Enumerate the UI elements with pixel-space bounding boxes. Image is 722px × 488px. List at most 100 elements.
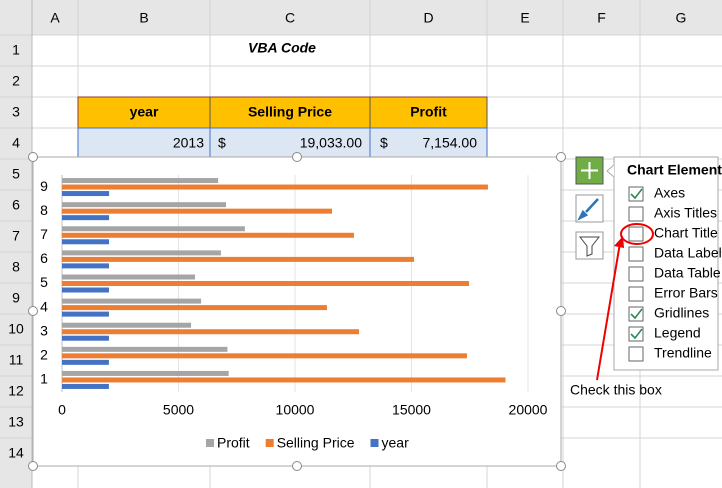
bar [62,298,202,304]
bar [62,377,506,383]
checkbox[interactable] [628,346,644,362]
y-tick-label: 9 [40,178,48,194]
row-header: 6 [12,197,20,213]
y-tick-label: 7 [40,226,48,242]
table-header-cell: Profit [410,104,447,120]
row-header: 3 [12,104,20,120]
column-header: C [285,10,295,26]
x-tick-label: 15000 [392,402,431,418]
column-header: E [520,10,529,26]
table-cell: $ [218,135,226,151]
checkbox[interactable] [628,326,644,342]
column-header: F [597,10,606,26]
check-mark [630,308,643,320]
resize-handle [556,152,566,162]
table-cell: 2013 [173,135,204,151]
x-tick-label: 5000 [163,402,194,418]
checkbox[interactable] [628,266,644,282]
column-header: D [423,10,433,26]
bar [62,256,415,262]
bar [62,215,110,221]
y-tick-label: 2 [40,347,48,363]
panel-title: Chart Elements [627,162,722,178]
legend-swatch [206,439,214,447]
y-tick-label: 1 [40,371,48,387]
checkbox[interactable] [628,186,644,202]
row-header: 1 [12,42,20,58]
resize-handle [556,306,566,316]
bar [62,178,219,184]
legend-label: Profit [217,435,250,451]
checkbox[interactable] [628,226,644,242]
bar [62,359,109,365]
bar [62,383,109,389]
checkbox-label: Error Bars [654,285,718,301]
arrow-head [614,236,624,248]
checkbox-label: Data Table [654,265,721,281]
legend-label: year [382,435,410,451]
checkbox-label: Gridlines [654,305,709,321]
bar [62,274,196,280]
checkbox[interactable] [628,306,644,322]
row-header: 14 [8,445,24,461]
checkbox-label: Axes [654,185,685,201]
bar [62,263,110,269]
bar [62,353,467,359]
checkbox-label: Chart Title [654,225,718,241]
check-mark [630,328,643,340]
annotation-arrow [596,242,621,381]
chart-area [32,156,562,467]
bar [62,232,354,238]
check-mark [630,188,643,200]
checkbox[interactable] [628,246,644,262]
table-header-cell: year [130,104,159,120]
checkbox-label: Data Labels [654,245,722,261]
y-tick-label: 4 [40,298,48,314]
row-header: 9 [12,290,20,306]
bar [62,226,245,232]
legend-label: Selling Price [277,435,355,451]
checkbox-label: Axis Titles [654,205,717,221]
column-header: A [50,10,60,26]
sheet-title: VBA Code [248,40,316,56]
row-header: 10 [8,321,24,337]
table-header-fill [77,96,488,129]
y-tick-label: 5 [40,274,48,290]
legend-swatch [265,439,274,447]
legend-swatch [370,439,379,447]
column-header-bar [0,0,722,35]
bar [62,370,229,376]
bar [62,346,228,352]
row-header: 7 [12,228,20,244]
resize-handle [292,461,302,471]
checkbox[interactable] [628,286,644,302]
bar [62,191,110,197]
row-header: 8 [12,259,20,275]
resize-handle [292,152,302,162]
y-tick-label: 6 [40,250,48,266]
row-header: 13 [8,414,24,430]
panel-pointer [606,164,615,178]
column-header: G [676,10,687,26]
table-header-cell: Selling Price [248,104,332,120]
x-tick-label: 0 [58,402,66,418]
table-row-fill [77,127,488,160]
bar [62,335,109,341]
row-header: 4 [12,135,20,151]
brush-icon [577,198,599,221]
checkbox-label: Legend [654,325,701,341]
bar [62,287,109,293]
row-header: 5 [12,166,20,182]
resize-handle [28,152,38,162]
x-tick-label: 20000 [509,402,548,418]
checkbox-label: Trendline [654,345,712,361]
filter-icon [578,236,601,257]
table-cell: 19,033.00 [300,135,362,151]
bar [62,281,470,286]
bar [62,322,192,328]
column-header: B [139,10,148,26]
table-cell: 7,154.00 [423,135,478,151]
checkbox[interactable] [628,206,644,222]
bar [62,250,221,256]
